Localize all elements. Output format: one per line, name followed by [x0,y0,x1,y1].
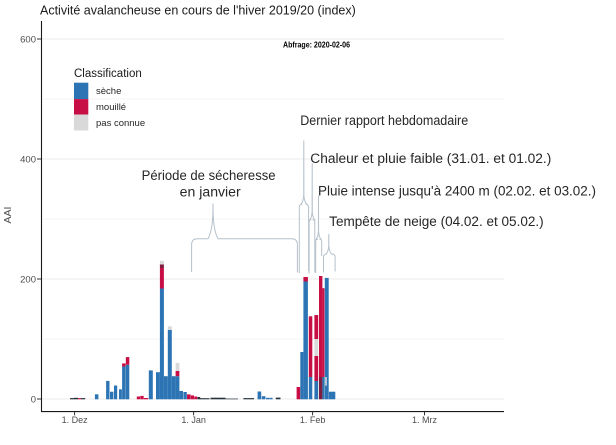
svg-text:Pluie intense jusqu'à 2400 m (: Pluie intense jusqu'à 2400 m (02.02. et … [318,184,596,199]
svg-text:sèche: sèche [96,86,121,97]
svg-text:1. Mrz: 1. Mrz [412,415,438,425]
svg-text:200: 200 [20,275,36,286]
svg-text:600: 600 [20,35,36,46]
svg-text:0: 0 [31,395,36,406]
svg-text:Activité avalancheuse en cours: Activité avalancheuse en cours de l'hive… [40,4,356,18]
svg-text:1. Feb: 1. Feb [300,415,326,425]
svg-text:pas connue: pas connue [96,118,145,129]
svg-text:en janvier: en janvier [180,185,242,200]
svg-text:1. Jan: 1. Jan [181,415,206,425]
svg-text:AAI: AAI [2,207,14,224]
svg-text:mouillé: mouillé [96,102,126,113]
svg-text:1. Dez: 1. Dez [62,415,89,425]
svg-text:Chaleur et pluie faible (31.01: Chaleur et pluie faible (31.01. et 01.02… [310,151,551,166]
svg-text:Classification: Classification [74,68,142,80]
svg-text:Dernier rapport hebdomadaire: Dernier rapport hebdomadaire [300,113,468,128]
svg-text:Abfrage: 2020-02-06: Abfrage: 2020-02-06 [283,41,350,50]
svg-text:Période de sécheresse: Période de sécheresse [142,168,276,183]
svg-text:400: 400 [20,155,36,166]
svg-text:Tempête de neige (04.02. et 05: Tempête de neige (04.02. et 05.02.) [329,214,544,229]
